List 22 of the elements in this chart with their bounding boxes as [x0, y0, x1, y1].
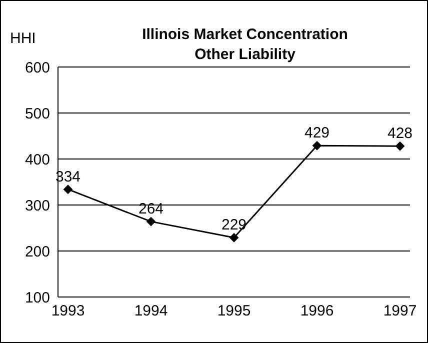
y-tick-label: 500: [24, 105, 50, 122]
point: [146, 217, 156, 226]
point: [312, 141, 322, 150]
chart-title: Illinois Market Concentration: [141, 25, 349, 45]
y-tick-label: 100: [24, 289, 50, 306]
y-tick-label: 600: [24, 59, 50, 76]
x-tick-label: 1996: [300, 302, 334, 320]
x-tick-label: 1994: [134, 302, 168, 320]
data-label: 428: [387, 125, 413, 142]
y-tick-label: 200: [24, 243, 50, 260]
data-label: 229: [221, 216, 247, 234]
x-tick-label: 1997: [383, 302, 417, 320]
y-tick-label: 400: [24, 151, 50, 168]
point: [396, 142, 404, 151]
data-label: 429: [304, 124, 330, 142]
y-axis-title: HHI: [10, 30, 36, 47]
x-tick-label: 1995: [217, 302, 251, 320]
y-tick-label: 300: [24, 197, 50, 214]
x-tick-label: 1993: [51, 302, 85, 320]
point: [64, 184, 72, 194]
point: [230, 233, 238, 242]
chart-subtitle: Other Liability: [194, 45, 296, 65]
